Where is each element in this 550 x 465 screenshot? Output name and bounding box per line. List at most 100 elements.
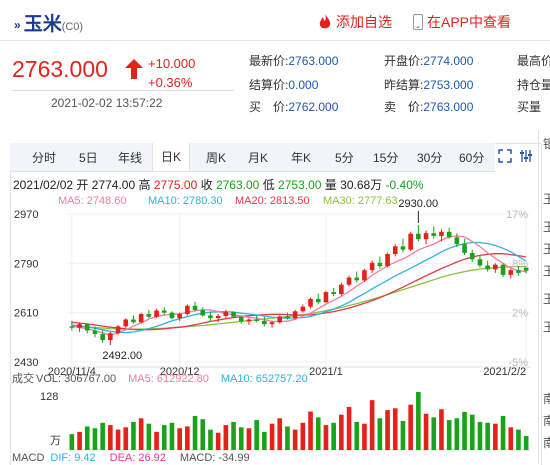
field-value: 2763.000: [288, 54, 339, 68]
candle-body: [269, 322, 275, 325]
tab-timeshare[interactable]: 分时: [32, 151, 57, 165]
candle-body: [115, 326, 121, 334]
candle-body: [454, 237, 460, 245]
y-tick-label: 2430: [14, 357, 38, 369]
volume-bar: [462, 411, 467, 450]
volume-bar: [331, 422, 336, 450]
quote-timestamp: 2021-02-02 13:57:22: [51, 96, 163, 110]
vol-value: VOL: 306767.00: [36, 373, 116, 385]
candle-body: [161, 310, 167, 313]
candle-body: [446, 231, 452, 238]
volume-bar: [369, 400, 375, 450]
field-bid: 买 价:2762.000: [249, 98, 338, 115]
x-tick-label: 2020/12: [160, 366, 200, 378]
volume-bar: [238, 427, 244, 450]
header-divider: [0, 40, 550, 41]
tab-5day[interactable]: 5日: [79, 151, 98, 165]
settings-icon[interactable]: [520, 149, 532, 163]
volume-bar: [123, 427, 129, 450]
field-prev-settle: 昨结算:2753.000: [384, 76, 473, 93]
candle-body: [177, 314, 182, 319]
candle-body: [462, 244, 467, 253]
candle-body: [223, 312, 229, 316]
change-percent: +0.36%: [148, 75, 193, 90]
candle-body: [238, 316, 244, 322]
kline-chart[interactable]: 2021/02/02 开 2774.00 高 2775.00 收 2763.00…: [10, 172, 538, 464]
candle-body: [369, 262, 375, 271]
candle-body: [277, 316, 283, 323]
volume-bar: [246, 428, 252, 450]
ohlc-pct: -0.40%: [386, 178, 424, 192]
ohlc-open: 2774.00: [92, 178, 136, 192]
ohlc-close: 2763.00: [216, 178, 260, 192]
volume-bar: [131, 421, 136, 450]
candle-body: [208, 315, 213, 319]
tab-monthly-k[interactable]: 月K: [248, 151, 269, 165]
field-label: 买量: [517, 100, 542, 114]
volume-bar: [231, 421, 236, 450]
breadcrumb-arrow-icon[interactable]: »: [14, 17, 21, 32]
peak-label: 2930.00: [398, 198, 438, 210]
field-label: 昨结算:: [384, 78, 424, 92]
tab-weekly-k[interactable]: 周K: [206, 151, 227, 165]
candle-body: [423, 233, 429, 240]
y-tick-label-right: -5%: [508, 357, 528, 369]
field-value: 2762.000: [288, 100, 339, 114]
tab-daily-k[interactable]: 日K: [152, 143, 191, 171]
volume-bar: [339, 414, 344, 450]
tab-15min[interactable]: 15分: [373, 151, 399, 165]
volume-bar: [416, 392, 421, 450]
side-panel-glyph: 玉: [543, 264, 550, 278]
candle-body: [77, 324, 82, 328]
volume-bar: [323, 425, 329, 450]
tab-yearly-k[interactable]: 年K: [291, 151, 312, 165]
side-panel-glyph: 南: [543, 414, 550, 428]
candle-body: [362, 270, 367, 281]
tab-yearline[interactable]: 年线: [118, 151, 143, 165]
volume-bar: [431, 417, 437, 450]
field-value: 2774.000: [423, 54, 474, 68]
view-in-app-button[interactable]: 在APP中查看: [413, 12, 511, 32]
candle-body: [123, 319, 129, 327]
field-label: 卖 价:: [384, 100, 424, 114]
ohlc-low-label: 低: [263, 178, 275, 192]
volume-bar: [108, 425, 113, 450]
add-watchlist-button[interactable]: 添加自选: [318, 12, 392, 32]
volume-bar: [200, 419, 206, 450]
vol-ma5: MA5: 612922.80: [128, 373, 209, 385]
tab-30min[interactable]: 30分: [417, 151, 443, 165]
volume-bar: [477, 421, 483, 450]
instrument-title: » 玉米(C0): [14, 9, 83, 36]
volume-bar: [300, 422, 306, 450]
side-panel-glyph: 南: [543, 392, 550, 406]
change-value: +10.000: [148, 56, 196, 71]
candle-body: [254, 319, 259, 321]
ohlc-high: 2775.00: [154, 178, 198, 192]
volume-bar: [215, 432, 221, 450]
y-tick-label: 2970: [14, 209, 38, 221]
candle-body: [84, 324, 90, 331]
volume-bar: [508, 427, 514, 450]
candle-body: [416, 233, 421, 240]
candle-body: [246, 319, 252, 322]
side-panel-glyph: 玉: [543, 242, 550, 256]
fullscreen-icon[interactable]: [498, 149, 512, 163]
volume-bar: [385, 410, 390, 450]
volume-bar: [362, 423, 367, 450]
tab-60min[interactable]: 60分: [459, 151, 485, 165]
candle-body: [323, 292, 329, 303]
vol-max-label: 128: [40, 391, 58, 403]
candle-body: [292, 311, 298, 319]
tab-5min[interactable]: 5分: [335, 151, 354, 165]
volume-bar: [115, 429, 121, 450]
volume-bar: [69, 434, 75, 450]
volume-bar: [169, 422, 175, 450]
macd-dea: DEA: 26.92: [110, 452, 166, 464]
candle-body: [346, 277, 352, 285]
up-arrow-icon: [125, 59, 143, 79]
ohlc-high-label: 高: [139, 177, 151, 192]
ma-legend: MA5: 2748.60 MA10: 2780.30 MA20: 2813.50…: [58, 195, 398, 207]
candle-body: [138, 314, 144, 323]
ma-lines: [71, 235, 527, 337]
field-label: 结算价:: [249, 78, 289, 92]
